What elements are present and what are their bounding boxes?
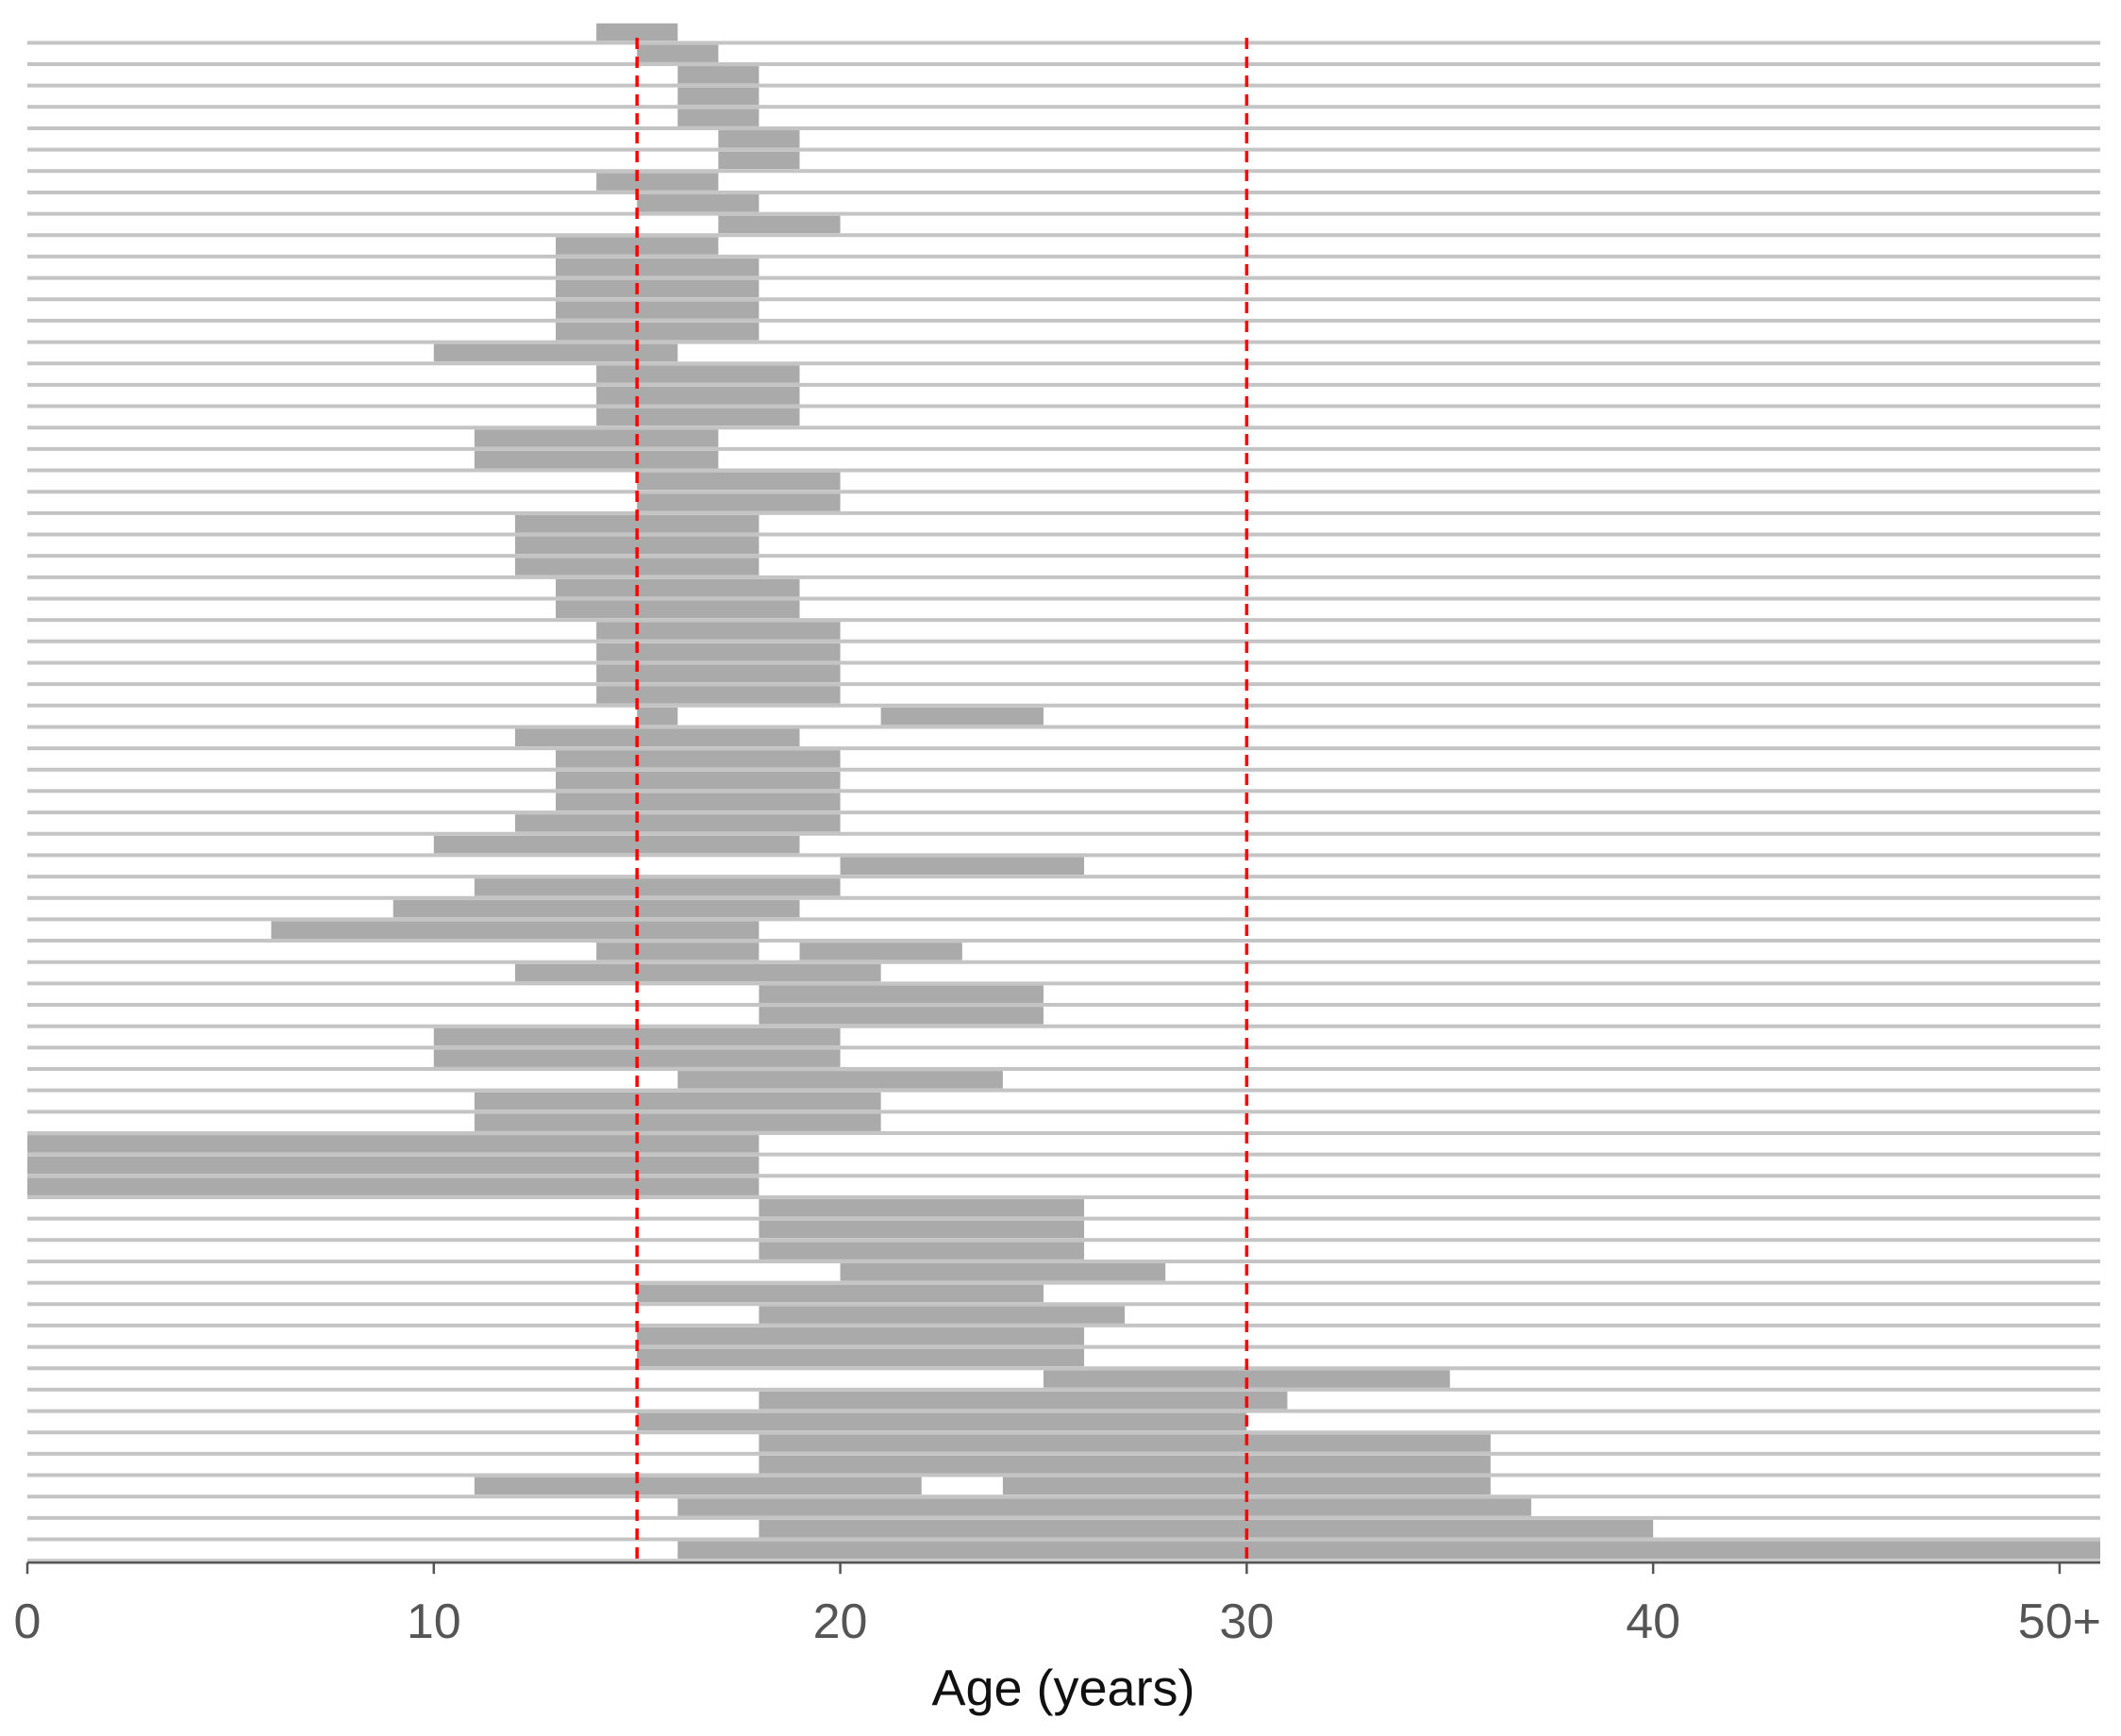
bar (759, 1391, 1288, 1410)
bar (637, 493, 841, 511)
bar (596, 686, 841, 704)
bar (677, 66, 760, 84)
bar (433, 1027, 841, 1046)
bar (759, 1220, 1085, 1239)
x-tick-label: 30 (1219, 1594, 1274, 1649)
bar (880, 707, 1044, 726)
bar (596, 622, 841, 640)
bar (759, 985, 1044, 1003)
bar (556, 259, 760, 276)
bar (596, 23, 678, 42)
bar (556, 600, 800, 619)
bar (759, 1306, 1126, 1324)
bar (1002, 1477, 1491, 1495)
bar (637, 1412, 1247, 1431)
bar (677, 108, 760, 126)
bar (759, 1242, 1085, 1260)
x-tick-label: 50+ (2018, 1594, 2101, 1649)
bar (759, 1007, 1044, 1025)
bar (799, 943, 962, 960)
bar (637, 1348, 1085, 1367)
bar (637, 707, 678, 726)
bar (840, 1263, 1166, 1281)
bar (27, 1135, 760, 1153)
bar (474, 450, 719, 469)
bar (637, 1284, 1044, 1303)
bar (637, 44, 719, 62)
bar (677, 1498, 1531, 1516)
bar (514, 536, 760, 555)
bar (718, 215, 841, 234)
bar (677, 1071, 1003, 1089)
bar (474, 1092, 881, 1110)
bar (514, 728, 800, 747)
bar (433, 343, 678, 362)
bar (474, 1477, 922, 1495)
bar (840, 857, 1085, 875)
bar (514, 814, 841, 832)
x-tick-label: 20 (813, 1594, 868, 1649)
bar (27, 1177, 760, 1195)
bar (759, 1455, 1491, 1474)
bar (596, 365, 800, 383)
bar (677, 87, 760, 106)
bar (474, 878, 841, 896)
bar (759, 1199, 1085, 1217)
bar (514, 514, 760, 533)
bar (596, 408, 800, 426)
bar (718, 151, 800, 170)
bar (556, 301, 760, 319)
bar (433, 835, 800, 854)
bar (596, 664, 841, 683)
x-axis-title: Age (years) (931, 1660, 1194, 1716)
bar (556, 322, 760, 341)
bar (637, 194, 760, 212)
bar (596, 943, 760, 960)
bar (27, 1156, 760, 1175)
bar (596, 386, 800, 405)
bar (556, 793, 841, 811)
bar (271, 921, 760, 939)
x-tick-label: 10 (407, 1594, 461, 1649)
bar (556, 279, 760, 298)
x-tick-label: 40 (1626, 1594, 1680, 1649)
bar (596, 173, 719, 191)
bar (474, 429, 719, 447)
bar (514, 963, 881, 982)
bar (392, 899, 800, 918)
bar (759, 1434, 1491, 1452)
bar (759, 1519, 1654, 1538)
bar (677, 1541, 2100, 1560)
bar (637, 1327, 1085, 1345)
bar (556, 750, 841, 768)
bar (556, 578, 800, 597)
bar (718, 130, 800, 148)
bar (556, 771, 841, 790)
bar (596, 643, 841, 661)
x-tick-label: 0 (14, 1594, 42, 1649)
bar (637, 472, 841, 491)
bar (474, 1113, 881, 1131)
